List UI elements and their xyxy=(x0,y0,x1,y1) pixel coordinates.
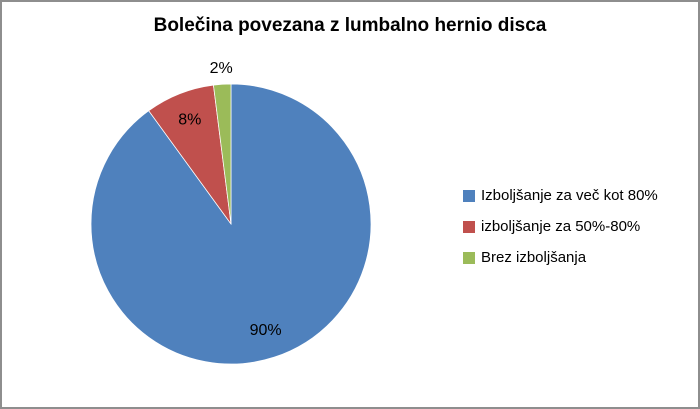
slice-label-1: 8% xyxy=(178,111,201,128)
legend-swatch-blue xyxy=(463,189,475,202)
legend: Izboljšanje za več kot 80% izboljšanje z… xyxy=(463,187,658,280)
slice-label-0: 90% xyxy=(250,322,282,339)
legend-item: Brez izboljšanja xyxy=(463,249,658,266)
legend-label: Brez izboljšanja xyxy=(481,249,587,266)
legend-item: Izboljšanje za več kot 80% xyxy=(463,187,658,204)
legend-item: izboljšanje za 50%-80% xyxy=(463,218,658,235)
chart-title: Bolečina povezana z lumbalno hernio disc… xyxy=(153,15,547,36)
legend-swatch-green xyxy=(463,251,475,264)
pie-slice-2 xyxy=(213,83,232,225)
legend-label: Izboljšanje za več kot 80% xyxy=(481,187,658,204)
slice-label-2: 2% xyxy=(210,60,233,77)
legend-label: izboljšanje za 50%-80% xyxy=(481,218,641,235)
legend-swatch-red xyxy=(463,220,475,233)
